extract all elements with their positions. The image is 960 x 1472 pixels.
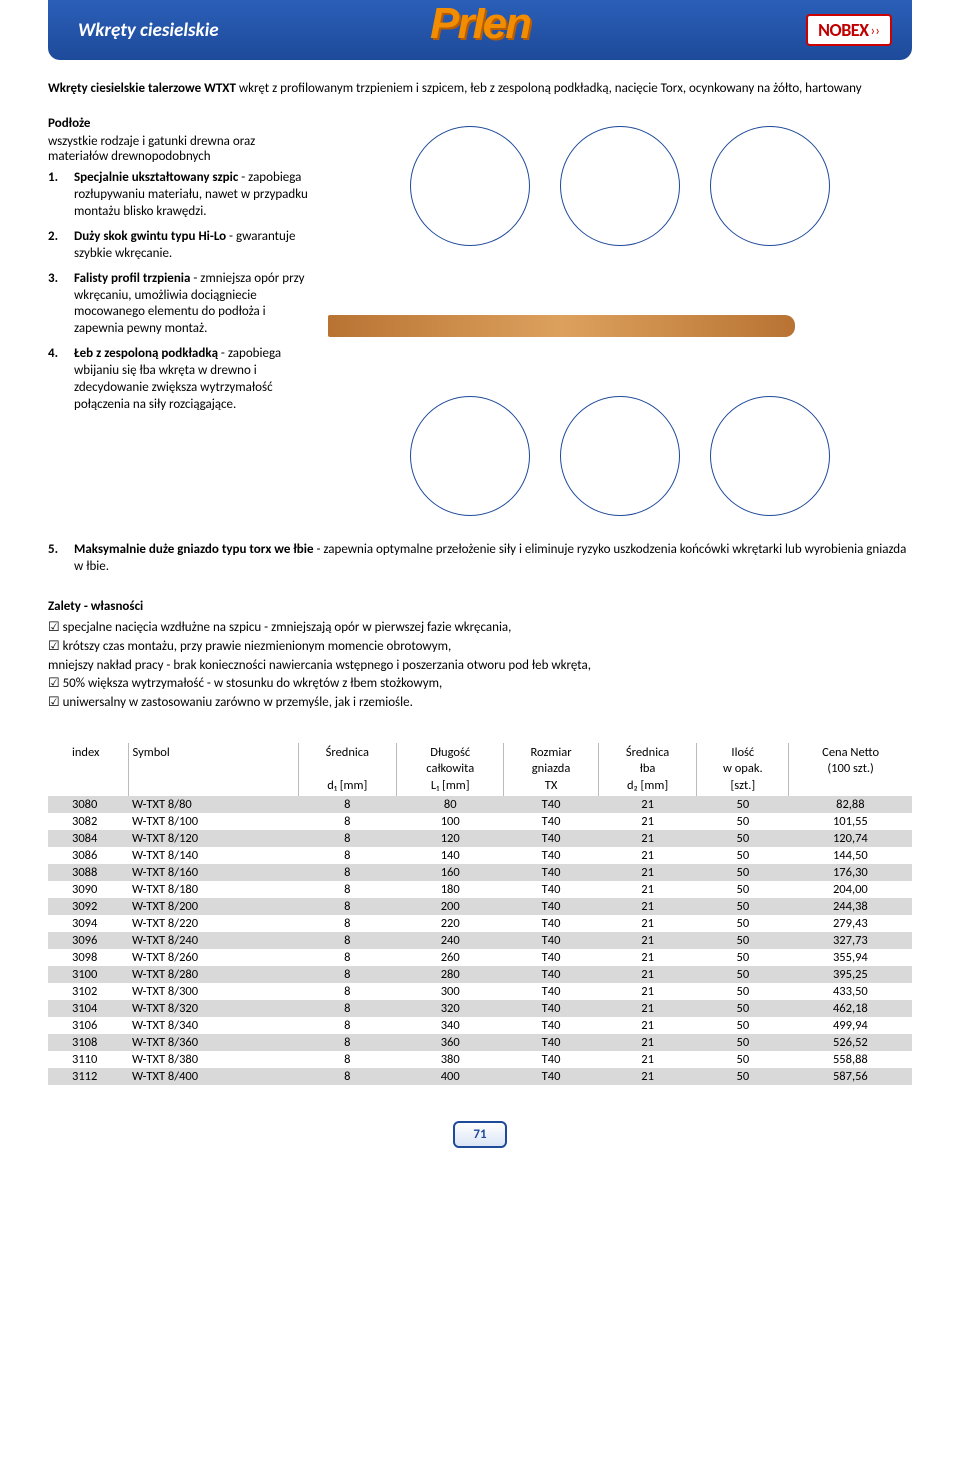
- advantage-item: uniwersalny w zastosowaniu zarówno w prz…: [48, 694, 912, 713]
- table-row: 3086W-TXT 8/1408140T402150144,50: [48, 847, 912, 864]
- brand-logo: PrIen: [430, 0, 530, 52]
- page-header: Wkręty ciesielskie PrIen NOBEX››: [48, 0, 912, 60]
- table-row: 3092W-TXT 8/2008200T402150244,38: [48, 898, 912, 915]
- advantage-item: mniejszy nakład pracy - brak koniecznośc…: [48, 657, 912, 676]
- nobex-badge: NOBEX››: [806, 14, 892, 46]
- detail-circle-icon: [410, 126, 530, 246]
- table-row: 3082W-TXT 8/1008100T402150101,55: [48, 813, 912, 830]
- table-row: 3094W-TXT 8/2208220T402150279,43: [48, 915, 912, 932]
- page-number: 71: [48, 1121, 912, 1148]
- table-row: 3112W-TXT 8/4008400T402150587,56: [48, 1068, 912, 1085]
- table-row: 3098W-TXT 8/2608260T402150355,94: [48, 949, 912, 966]
- table-row: 3110W-TXT 8/3808380T402150558,88: [48, 1051, 912, 1068]
- table-row: 3088W-TXT 8/1608160T402150176,30: [48, 864, 912, 881]
- advantage-item: krótszy czas montażu, przy prawie niezmi…: [48, 638, 912, 657]
- podloze-text: wszystkie rodzaje i gatunki drewna oraz …: [48, 134, 308, 164]
- detail-circle-icon: [410, 396, 530, 516]
- features-list-wide: Maksymalnie duże gniazdo typu torx we łb…: [48, 542, 912, 576]
- features-list: Specjalnie ukształtowany szpic - zapobie…: [48, 170, 308, 414]
- table-row: 3104W-TXT 8/3208320T402150462,18: [48, 1000, 912, 1017]
- feature-item: Specjalnie ukształtowany szpic - zapobie…: [48, 170, 308, 221]
- advantage-item: 50% większa wytrzymałość - w stosunku do…: [48, 675, 912, 694]
- advantages: Zalety - własności specjalne nacięcia wz…: [48, 598, 912, 713]
- feature-item: Łeb z zespoloną podkładką - zapobiega wb…: [48, 346, 308, 414]
- table-row: 3084W-TXT 8/1208120T402150120,74: [48, 830, 912, 847]
- screw-photo: [328, 266, 912, 386]
- feature-item: Falisty profil trzpienia - zmniejsza opó…: [48, 271, 308, 339]
- intro-text: Wkręty ciesielskie talerzowe WTXT wkręt …: [48, 80, 912, 98]
- table-row: 3106W-TXT 8/3408340T402150499,94: [48, 1017, 912, 1034]
- detail-circle-icon: [710, 126, 830, 246]
- product-images: [328, 116, 912, 536]
- table-row: 3102W-TXT 8/3008300T402150433,50: [48, 983, 912, 1000]
- detail-circle-icon: [560, 396, 680, 516]
- spec-table: index Symbol Średnicad₁ [mm] Długośćcałk…: [48, 743, 912, 1085]
- table-header-row: index Symbol Średnicad₁ [mm] Długośćcałk…: [48, 743, 912, 796]
- table-row: 3100W-TXT 8/2808280T402150395,25: [48, 966, 912, 983]
- table-row: 3096W-TXT 8/2408240T402150327,73: [48, 932, 912, 949]
- feature-item: Duży skok gwintu typu Hi-Lo - gwarantuje…: [48, 229, 308, 263]
- advantage-item: specjalne nacięcia wzdłużne na szpicu - …: [48, 619, 912, 638]
- podloze-title: Podłoże: [48, 116, 308, 131]
- table-row: 3090W-TXT 8/1808180T402150204,00: [48, 881, 912, 898]
- header-title: Wkręty ciesielskie: [48, 19, 219, 42]
- feature-item: Maksymalnie duże gniazdo typu torx we łb…: [48, 542, 912, 576]
- detail-circle-icon: [560, 126, 680, 246]
- table-row: 3108W-TXT 8/3608360T402150526,52: [48, 1034, 912, 1051]
- table-row: 3080W-TXT 8/80880T40215082,88: [48, 796, 912, 813]
- detail-circle-icon: [710, 396, 830, 516]
